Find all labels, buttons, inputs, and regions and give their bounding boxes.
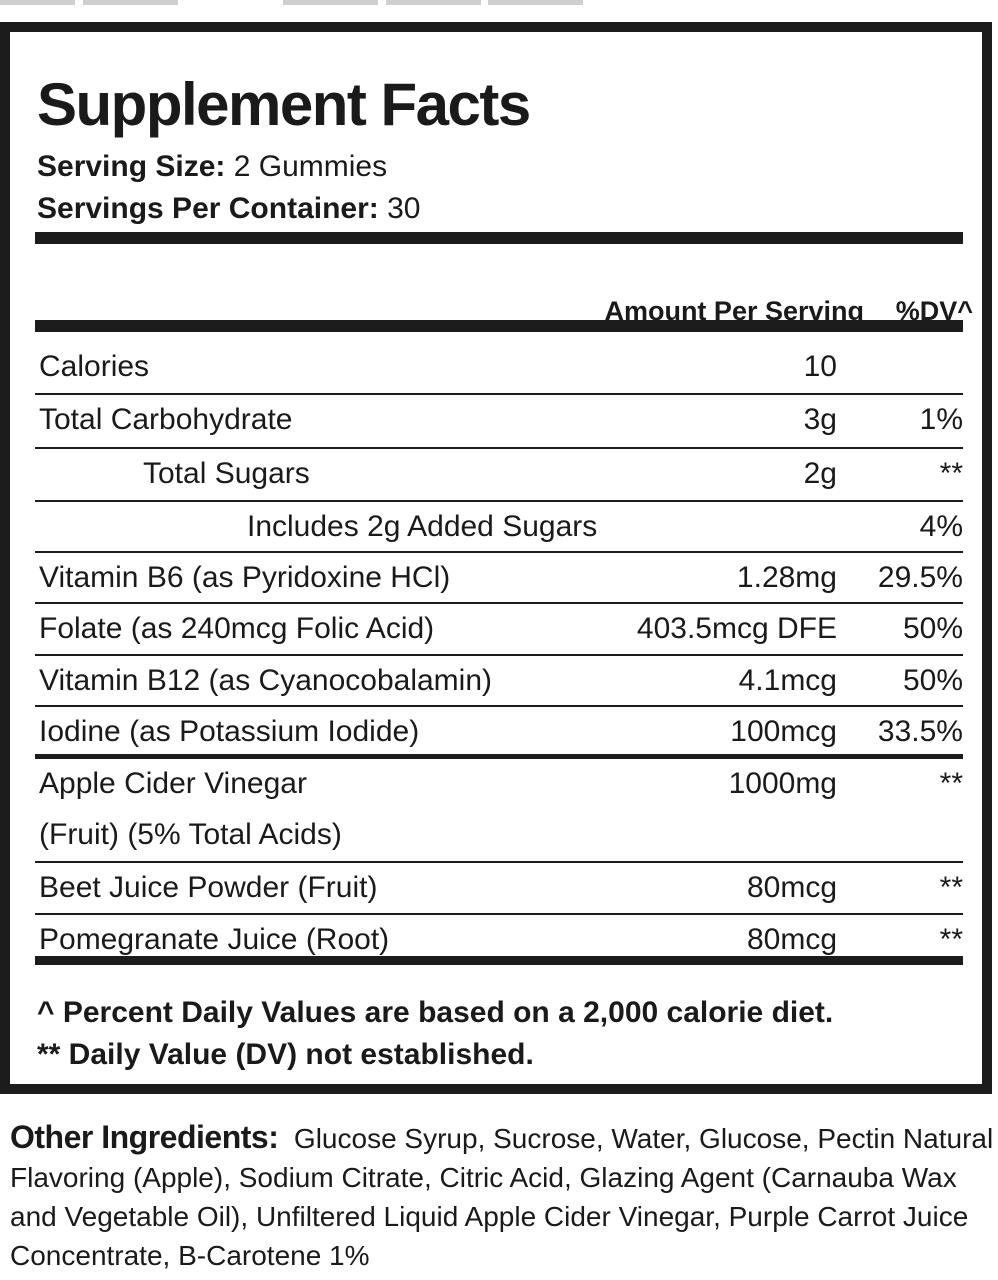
nutrient-name: Iodine (as Potassium Iodide) (39, 715, 420, 748)
nutrient-name: Vitamin B12 (as Cyanocobalamin) (39, 664, 493, 697)
nutrient-name: Vitamin B6 (as Pyridoxine HCl) (39, 561, 451, 594)
nutrient-name: Pomegranate Juice (Root) (39, 923, 390, 956)
nutrient-dv: ** (939, 923, 963, 956)
nutrient-amount: 80mcg (746, 923, 837, 956)
serving-size-label: Serving Size: (37, 150, 226, 183)
nutrient-amount: 2g (803, 457, 837, 490)
nutrient-name: Total Carbohydrate (39, 403, 293, 436)
table-row: Beet Juice Powder (Fruit) 80mcg ** (35, 863, 963, 915)
nutrient-dv: 50% (902, 612, 963, 645)
servings-per-container: Servings Per Container: 30 (37, 192, 420, 226)
nutrient-dv: 4% (919, 510, 963, 543)
nutrient-name: Includes 2g Added Sugars (247, 510, 598, 543)
table-row: Pomegranate Juice (Root) 80mcg ** (35, 915, 963, 966)
nutrient-amount: 100mcg (730, 715, 837, 748)
table-row: Vitamin B6 (as Pyridoxine HCl) 1.28mg 29.5… (35, 553, 963, 604)
servings-value: 30 (387, 192, 421, 225)
divider-thick (35, 320, 963, 332)
other-ingredients-text: Glucose Syrup, Sucrose, Water, Glucose, … (10, 1123, 994, 1271)
nutrient-name: Calories (39, 350, 150, 383)
divider-thick (35, 956, 963, 965)
other-ingredients: Other Ingredients: Glucose Syrup, Sucros… (10, 1118, 995, 1275)
tab-thumbnail[interactable] (0, 0, 75, 5)
nutrient-amount: 10 (803, 350, 837, 383)
table-row: Folate (as 240mcg Folic Acid) 403.5mcg DF… (35, 604, 963, 656)
nutrient-amount: 403.5mcg DFE (636, 612, 837, 645)
nutrient-dv: 29.5% (877, 561, 963, 594)
table-row: Total Carbohydrate 3g 1% (35, 395, 963, 449)
nutrient-table: Calories 10 Total Carbohydrate 3g 1% Total … (35, 342, 963, 966)
table-row: Calories 10 (35, 342, 963, 395)
table-row: Iodine (as Potassium Iodide) 100mcg 33.5% (35, 707, 963, 759)
nutrient-amount: 4.1mcg (738, 664, 837, 697)
tab-thumbnail[interactable] (488, 0, 583, 5)
table-row: Total Sugars 2g ** (35, 449, 963, 502)
tab-thumbnail[interactable] (386, 0, 481, 5)
serving-size-value: 2 Gummies (233, 150, 388, 183)
nutrient-dv: ** (939, 457, 963, 490)
nutrient-dv: 33.5% (877, 715, 963, 748)
nutrient-dv: ** (939, 767, 963, 800)
nutrient-amount: 1.28mg (736, 561, 837, 594)
footnote-not-established: ** Daily Value (DV) not established. (37, 1038, 534, 1071)
nutrient-dv: ** (939, 871, 963, 904)
table-row: Vitamin B12 (as Cyanocobalamin) 4.1mcg 50% (35, 656, 963, 707)
table-row: Apple Cider Vinegar (Fruit) (5% Total Aci… (35, 759, 963, 863)
supplement-facts-panel: Supplement Facts Serving Size: 2 Gummies… (0, 22, 992, 1094)
nutrient-dv: 1% (919, 403, 963, 436)
table-row: Includes 2g Added Sugars 4% (35, 502, 963, 553)
nutrient-name: Beet Juice Powder (Fruit) (39, 871, 378, 904)
divider-thick (35, 232, 963, 244)
nutrient-amount: 80mcg (746, 871, 837, 904)
servings-label: Servings Per Container: (37, 192, 379, 225)
nutrient-name-line2: (Fruit) (5% Total Acids) (39, 818, 342, 851)
nutrient-amount: 1000mg (728, 767, 837, 800)
serving-size: Serving Size: 2 Gummies (37, 150, 387, 184)
tab-thumbnail[interactable] (83, 0, 178, 5)
other-ingredients-label: Other Ingredients: (10, 1119, 279, 1155)
nutrient-name: Apple Cider Vinegar (39, 767, 307, 800)
nutrient-name: Total Sugars (143, 457, 310, 490)
nutrient-amount: 3g (803, 403, 837, 436)
tab-thumbnail[interactable] (283, 0, 378, 5)
footnote-dv: ^ Percent Daily Values are based on a 2,… (37, 996, 834, 1029)
panel-title: Supplement Facts (37, 71, 531, 138)
nutrient-dv: 50% (902, 664, 963, 697)
nutrient-name: Folate (as 240mcg Folic Acid) (39, 612, 435, 645)
top-tab-strip (0, 0, 998, 5)
